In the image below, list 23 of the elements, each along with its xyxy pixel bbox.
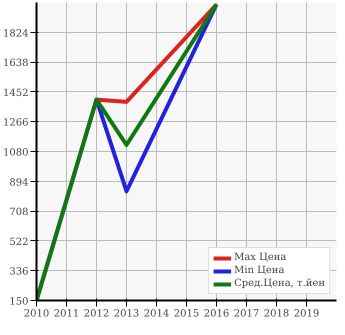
- legend-label: Min Цена: [234, 265, 284, 276]
- x-tick-label: 2011: [54, 308, 80, 320]
- x-tick-label: 2010: [24, 308, 50, 320]
- y-tick-label: 708: [9, 207, 29, 218]
- legend-label: Max Цена: [234, 252, 286, 263]
- y-tick-label: 1638: [3, 58, 29, 70]
- y-tick-label: 1080: [3, 148, 29, 158]
- x-tick-label: 2017: [234, 308, 260, 320]
- x-tick-label: 2015: [174, 308, 200, 320]
- x-tick-label: 2018: [264, 308, 290, 320]
- y-tick-label: 336: [9, 266, 29, 278]
- x-tick-label: 2019: [294, 308, 320, 320]
- y-tick-label: 894: [9, 177, 29, 188]
- y-tick-label: 1452: [3, 88, 29, 99]
- x-tick-label: 2014: [144, 308, 170, 320]
- x-tick-label: 2016: [204, 308, 230, 320]
- y-tick-label: 522: [9, 236, 29, 248]
- x-tick-label: 2012: [84, 308, 110, 320]
- x-tick-label: 2013: [114, 308, 140, 320]
- legend-label: Сред.Цена, т.йен: [234, 278, 325, 289]
- y-tick-label: 1266: [3, 118, 29, 129]
- y-tick-label: 1824: [3, 28, 29, 40]
- y-tick-label: 150: [9, 296, 29, 308]
